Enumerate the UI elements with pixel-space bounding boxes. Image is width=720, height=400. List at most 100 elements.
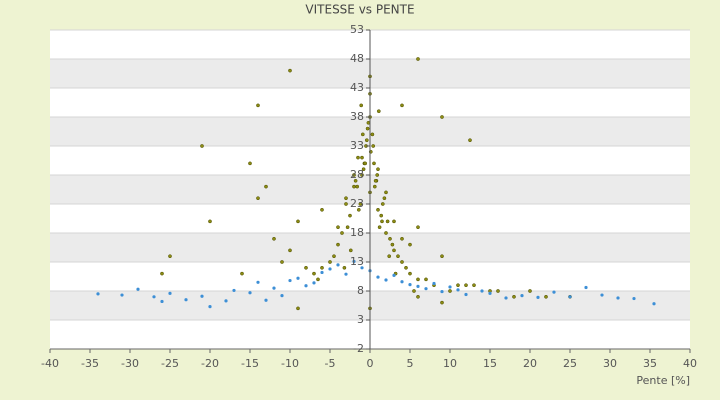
y-tick-label: 38: [350, 110, 364, 123]
point: [160, 271, 164, 276]
point: [468, 138, 472, 143]
point: [440, 254, 444, 259]
y-tick-label: 13: [350, 255, 364, 268]
point: [356, 155, 360, 160]
point: [372, 161, 376, 166]
point: [272, 236, 276, 241]
point: [184, 298, 188, 302]
point: [416, 294, 420, 299]
point: [304, 284, 308, 288]
point: [200, 144, 204, 148]
point: [248, 291, 252, 295]
point: [379, 213, 384, 218]
point: [488, 291, 492, 295]
point: [320, 207, 324, 212]
x-tick-label: -10: [281, 357, 299, 370]
point: [376, 275, 380, 279]
point: [388, 236, 392, 241]
point: [360, 132, 365, 137]
point: [632, 296, 636, 301]
point: [256, 103, 260, 108]
point: [232, 288, 236, 293]
x-tick-label: -35: [81, 357, 99, 370]
point: [280, 260, 284, 264]
point: [387, 254, 392, 259]
x-tick-label: -30: [121, 357, 139, 370]
point: [408, 271, 412, 276]
point: [168, 291, 172, 295]
point: [424, 277, 428, 282]
y-tick-label: 48: [350, 52, 364, 65]
point: [568, 295, 572, 299]
point: [376, 207, 380, 212]
point: [371, 144, 376, 148]
point: [256, 280, 260, 284]
y-tick-label: 43: [350, 81, 364, 94]
point: [416, 284, 420, 288]
point: [380, 202, 385, 206]
point: [328, 267, 332, 271]
point: [340, 231, 344, 235]
point: [200, 294, 204, 298]
point: [272, 286, 276, 290]
point: [464, 283, 468, 288]
y-tick-label: 18: [350, 226, 364, 239]
point: [412, 289, 416, 293]
point: [392, 219, 396, 224]
point: [448, 289, 452, 293]
point: [320, 265, 324, 270]
point: [264, 298, 268, 302]
point: [384, 190, 388, 195]
point: [376, 167, 380, 172]
chart-title: VITESSE vs PENTE: [305, 3, 414, 17]
point: [448, 285, 452, 289]
x-tick-label: 5: [407, 357, 414, 370]
point: [380, 219, 384, 224]
point: [296, 276, 300, 280]
point: [288, 248, 292, 253]
point: [344, 272, 348, 276]
point: [96, 292, 100, 296]
point: [375, 173, 380, 177]
point: [345, 225, 350, 230]
point: [372, 184, 377, 189]
point: [296, 219, 300, 224]
point: [296, 306, 300, 311]
point: [616, 296, 620, 300]
point: [652, 302, 656, 306]
point: [440, 115, 444, 119]
point: [240, 271, 244, 276]
point: [312, 281, 316, 285]
point: [224, 299, 228, 303]
point: [360, 173, 364, 177]
point: [358, 202, 363, 206]
point: [342, 265, 347, 270]
point: [376, 109, 381, 114]
x-tick-label: 25: [563, 357, 577, 370]
point: [464, 292, 468, 297]
point: [288, 68, 292, 73]
x-tick-label: 40: [683, 357, 697, 370]
point: [408, 283, 412, 287]
x-tick-label: 15: [483, 357, 497, 370]
point: [363, 161, 368, 166]
point: [528, 289, 532, 293]
x-tick-label: 35: [643, 357, 657, 370]
point: [359, 103, 364, 108]
point: [280, 294, 284, 298]
x-tick-label: -40: [41, 357, 59, 370]
point: [392, 273, 396, 277]
point: [336, 242, 340, 247]
x-tick-label: 10: [443, 357, 457, 370]
point: [264, 184, 268, 189]
y-tick-label: 23: [350, 197, 364, 210]
point: [400, 260, 404, 264]
point: [472, 283, 476, 288]
point: [353, 178, 358, 183]
y-tick-label: 8: [357, 284, 364, 297]
point: [424, 287, 428, 291]
point: [316, 277, 320, 282]
point: [408, 242, 412, 247]
point: [348, 213, 352, 218]
